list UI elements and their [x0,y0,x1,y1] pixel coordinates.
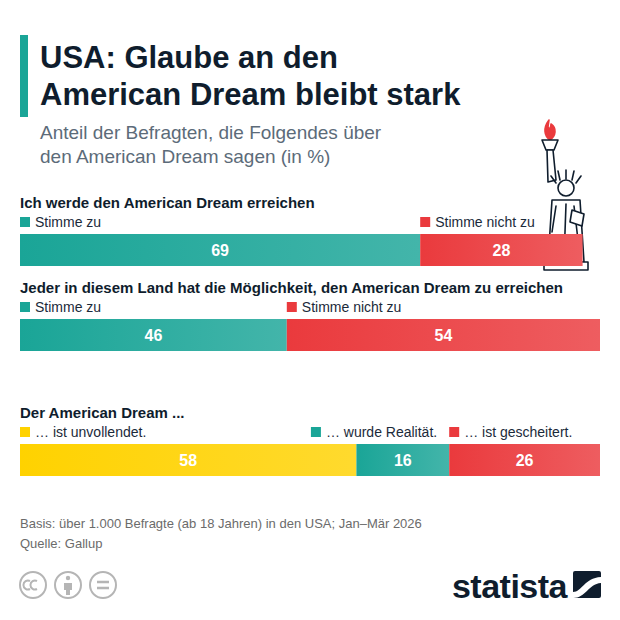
brand-logo [573,571,601,598]
legend-swatch [420,217,430,227]
subtitle: Anteil der Befragten, die Folgendes über… [40,122,382,167]
bar-heading: Ich werde den American Dream erreichen [20,194,315,211]
legend-label: Stimme nicht zu [435,214,535,230]
tablet [570,210,584,226]
bar-segment [449,444,600,476]
source: Quelle: Gallup [20,536,102,551]
bar-segment [287,319,600,351]
legend-label: … ist unvollendet. [35,424,146,440]
title-line: American Dream bleibt stark [40,77,461,112]
data-labels: 58 16 26 [179,452,533,469]
data-label: 16 [394,452,412,469]
bar-marks [20,234,583,266]
data-labels: 46 54 [145,327,453,344]
legend: Stimme zu Stimme nicht zu [20,214,535,230]
logo-wave [573,577,601,598]
legend: … ist unvollendet. … wurde Realität. … ist… [20,424,572,440]
subtitle-line: den American Dream sagen (in %) [40,146,330,167]
bar-heading: Der American Dream ... [20,404,185,421]
bar-marks [20,319,600,351]
head [558,180,574,196]
legend-label: … ist gescheitert. [464,424,572,440]
subtitle-line: Anteil der Befragten, die Folgendes über [40,122,382,143]
bar-segment [20,444,356,476]
logo-box [573,571,601,598]
legend-swatch [287,302,297,312]
bar-segment [20,319,287,351]
data-label: 54 [435,327,453,344]
legend-item: Stimme zu [20,299,101,315]
data-label: 58 [179,452,197,469]
bar-marks [20,444,600,476]
bar-heading: Jeder in diesem Land hat die Möglichkeit… [20,279,563,296]
legend-label: … wurde Realität. [326,424,437,440]
legend-label: Stimme nicht zu [302,299,402,315]
legend-item: … ist gescheitert. [449,424,572,440]
cc-symbol [23,581,37,590]
legend-label: Stimme zu [35,214,101,230]
legend-swatch [311,427,321,437]
data-label: 69 [211,242,229,259]
by-head [66,576,70,580]
legend-swatch [20,302,30,312]
legend-swatch [449,427,459,437]
legend-swatch [20,427,30,437]
accent-bar [20,35,28,117]
torch-flame [545,120,555,140]
data-label: 28 [493,242,511,259]
licence-circle [90,572,116,598]
torch [542,140,558,150]
licence-icons [20,572,116,598]
licence-circle [55,572,81,598]
brand: statista [452,567,569,605]
bar-segment [20,234,420,266]
bar-segment [356,444,449,476]
legend-swatch [20,217,30,227]
title-line: USA: Glaube an den [40,40,338,75]
bar-segment [420,234,582,266]
licence-circle [20,572,46,598]
legend-item: … ist unvollendet. [20,424,146,440]
by-body [64,583,72,595]
title: USA: Glaube an denAmerican Dream bleibt … [40,40,461,112]
legend: Stimme zu Stimme nicht zu [20,299,401,315]
legend-item: Stimme zu [20,214,101,230]
nd-symbol [97,582,109,588]
background [0,0,620,620]
chart: USA: Glaube an denAmerican Dream bleibt … [0,0,620,620]
legend-item: … wurde Realität. [311,424,437,440]
legend-item: Stimme nicht zu [287,299,402,315]
legend-label: Stimme zu [35,299,101,315]
data-label: 46 [145,327,163,344]
legend-item: Stimme nicht zu [420,214,535,230]
note: Basis: über 1.000 Befragte (ab 18 Jahren… [20,516,422,531]
data-labels: 69 28 [211,242,510,259]
crown [551,170,581,183]
data-label: 26 [516,452,534,469]
